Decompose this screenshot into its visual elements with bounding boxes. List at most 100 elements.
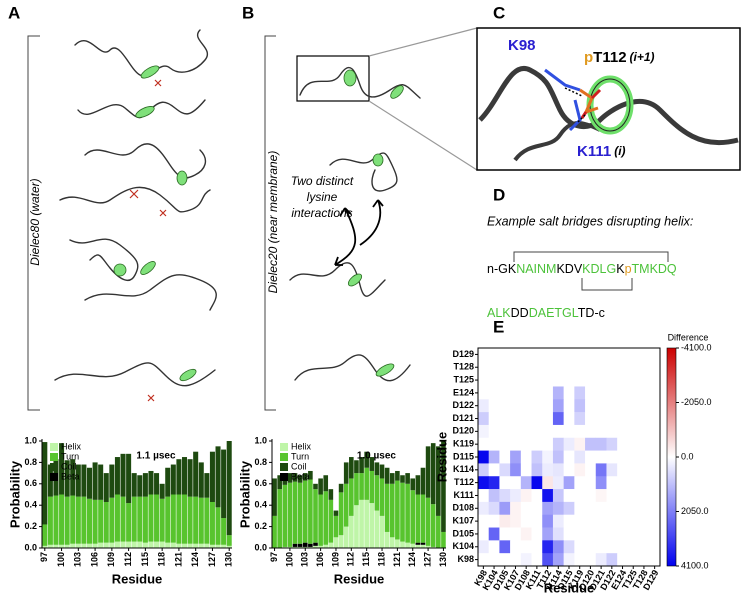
- bar-segment: [328, 489, 334, 500]
- heat-cell: [638, 373, 650, 387]
- x-tick-label: 124: [407, 552, 417, 567]
- bar-segment: [292, 481, 298, 544]
- bar-segment: [64, 460, 70, 497]
- bar-segment: [64, 496, 70, 545]
- heat-cell: [499, 527, 511, 541]
- heat-cell: [649, 348, 661, 362]
- heat-cell: [595, 399, 607, 413]
- heat-cell: [542, 373, 554, 387]
- zoom-line: [368, 27, 478, 57]
- heat-cell: [510, 489, 522, 503]
- bar-segment: [204, 497, 210, 544]
- heat-cell: [488, 553, 500, 567]
- bar-segment: [318, 545, 323, 548]
- chain: [84, 274, 217, 311]
- bar-segment: [103, 473, 109, 502]
- bar-segment: [42, 524, 48, 546]
- heat-cell: [638, 527, 650, 541]
- heat-cell: [585, 553, 597, 567]
- bar-segment: [59, 494, 65, 545]
- heat-cell: [542, 527, 554, 541]
- bar-segment: [354, 505, 359, 548]
- heat-cell: [649, 553, 661, 567]
- y-tick-label: 0.0: [24, 542, 37, 552]
- position: (i+1): [630, 50, 655, 64]
- heat-cell: [585, 540, 597, 554]
- bar-segment: [436, 446, 441, 516]
- heat-cell: [595, 360, 607, 374]
- bar-segment: [374, 510, 380, 548]
- chain: [289, 262, 386, 297]
- bar-segment: [349, 478, 354, 516]
- bar-segment: [209, 451, 215, 502]
- panel-label: C: [493, 3, 505, 22]
- zoom-frame: [476, 27, 741, 171]
- heat-cell: [478, 450, 490, 464]
- legend-swatch: [280, 453, 288, 461]
- bar-segment: [389, 483, 395, 538]
- heat-cell: [552, 424, 564, 439]
- heat-cell: [510, 527, 522, 541]
- heat-cell: [606, 373, 618, 387]
- bar-segment: [126, 541, 132, 548]
- heat-cell: [638, 514, 650, 528]
- heat-cell: [499, 540, 511, 554]
- bar-segment: [142, 542, 148, 548]
- bar-segment: [176, 459, 182, 495]
- x-tick-label: 115: [140, 552, 150, 567]
- heat-cell: [595, 437, 607, 451]
- bar-segment: [313, 545, 318, 548]
- heat-cell: [478, 501, 490, 516]
- heat-cell: [585, 348, 597, 362]
- bar-segment: [137, 541, 143, 548]
- annotation-line: interactions: [291, 206, 352, 220]
- bar-segment: [308, 479, 313, 544]
- bar-segment: [75, 496, 81, 544]
- colorbar: [666, 347, 677, 567]
- sequence: n-GKNAINMKDVKDLGKpTMKDQ ALKDDDAETGLTD-c: [487, 262, 677, 320]
- heat-cell: [542, 399, 554, 413]
- heat-cell: [499, 514, 511, 528]
- heat-cell: [649, 514, 661, 528]
- bar-segment: [103, 501, 109, 543]
- bar-segment: [209, 544, 215, 548]
- legend-swatch: [50, 473, 58, 481]
- bar-segment: [395, 539, 400, 548]
- bar-segment: [425, 446, 431, 498]
- heat-cell: [552, 501, 564, 516]
- bar-segment: [313, 483, 318, 490]
- heat-cell: [638, 360, 650, 374]
- bar-segment: [318, 478, 323, 495]
- ribbon: [478, 65, 739, 146]
- y-tick-label: E124: [453, 387, 474, 397]
- x-axis-label: Residue: [112, 571, 163, 586]
- heat-cell: [606, 463, 618, 477]
- colorbar-label: -4100.0: [681, 342, 712, 352]
- bar-segment: [400, 475, 405, 483]
- bar-segment: [215, 446, 221, 508]
- bar-segment: [328, 499, 334, 543]
- y-tick-label: T128: [453, 362, 474, 372]
- y-tick-label: D115: [453, 451, 474, 461]
- heat-cell: [542, 437, 554, 451]
- bracket: [27, 35, 40, 411]
- heat-cell: [488, 489, 500, 503]
- bar-segment: [343, 526, 349, 548]
- heat-cell: [574, 489, 586, 503]
- heat-cell: [542, 412, 554, 426]
- heat-cell: [531, 527, 543, 541]
- chain: [84, 143, 207, 179]
- heat-cell: [499, 348, 511, 362]
- heat-cell: [595, 373, 607, 387]
- colorbar-label: -2050.0: [681, 397, 712, 407]
- heat-cell: [542, 476, 554, 490]
- bar-segment: [142, 473, 148, 497]
- bar-segment: [302, 473, 308, 481]
- y-tick-label: D129: [452, 349, 474, 359]
- bar-segment: [384, 483, 390, 532]
- heat-cell: [627, 540, 639, 554]
- heat-cell: [638, 553, 650, 567]
- y-tick-label: D121: [452, 413, 474, 423]
- legend-swatch: [50, 463, 58, 471]
- heat-cell: [606, 514, 618, 528]
